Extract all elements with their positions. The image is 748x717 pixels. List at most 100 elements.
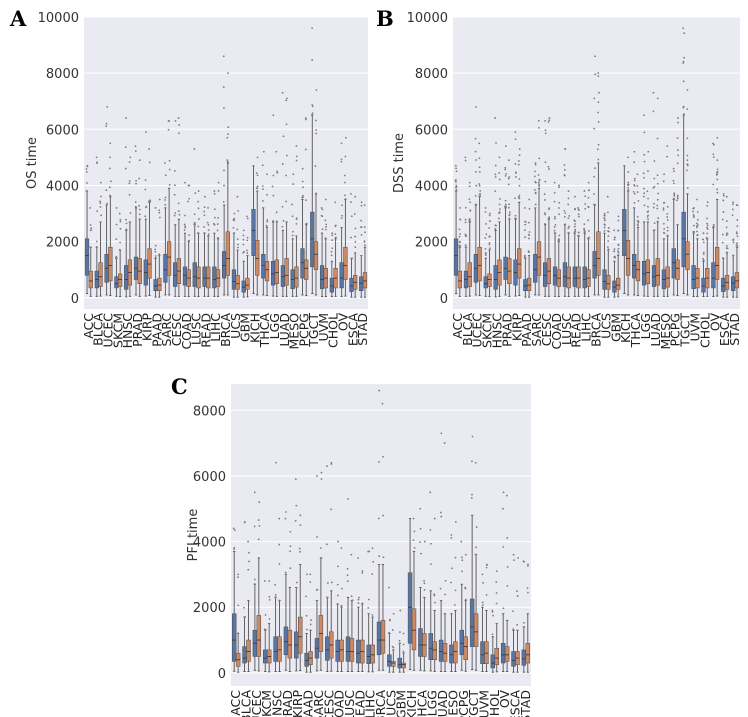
outlier-point xyxy=(584,207,587,210)
box-orange-gbm xyxy=(401,632,406,673)
outlier-point xyxy=(106,202,108,205)
outlier-point xyxy=(686,137,689,140)
outlier-point xyxy=(459,207,462,209)
y-tick-label: 4000 xyxy=(415,179,448,194)
outlier-point xyxy=(246,249,248,252)
outlier-point xyxy=(498,208,501,211)
outlier-point xyxy=(568,225,570,228)
outlier-point xyxy=(656,174,659,177)
box-blue-gbm xyxy=(241,229,246,298)
outlier-point xyxy=(443,612,446,615)
box-orange-ov xyxy=(504,494,510,673)
outlier-point xyxy=(502,491,505,494)
outlier-point xyxy=(237,604,240,607)
outlier-point xyxy=(712,142,714,145)
outlier-point xyxy=(478,157,481,160)
box-blue-kich xyxy=(407,518,413,671)
outlier-point xyxy=(173,193,176,196)
outlier-point xyxy=(337,565,339,568)
x-tick-label-lusc: LUSC xyxy=(189,313,204,345)
x-tick-label-ov: OV xyxy=(336,313,351,332)
outlier-point xyxy=(633,184,636,187)
outlier-point xyxy=(184,225,187,228)
outlier-point xyxy=(685,169,688,172)
outlier-point xyxy=(298,547,301,550)
outlier-point xyxy=(253,491,256,494)
outlier-point xyxy=(178,132,180,135)
outlier-point xyxy=(115,207,118,209)
outlier-point xyxy=(276,170,278,173)
box-body xyxy=(325,636,330,661)
outlier-point xyxy=(583,190,586,192)
outlier-point xyxy=(314,119,317,122)
outlier-point xyxy=(468,198,471,201)
outlier-point xyxy=(653,177,656,180)
x-tick-label-coad: COAD xyxy=(549,313,564,350)
outlier-point xyxy=(517,163,520,166)
box-body xyxy=(411,608,417,651)
outlier-point xyxy=(226,136,229,139)
x-tick-label-hnsc: HNSC xyxy=(120,313,135,349)
outlier-point xyxy=(392,612,395,615)
box-body xyxy=(339,639,344,662)
box-body xyxy=(418,628,423,657)
outlier-point xyxy=(617,251,620,254)
outlier-point xyxy=(573,219,576,222)
box-body xyxy=(241,280,246,293)
outlier-point xyxy=(302,186,304,189)
outlier-point xyxy=(646,211,649,213)
outlier-point xyxy=(673,182,675,185)
box-body xyxy=(616,277,621,290)
box-body xyxy=(397,657,402,669)
outlier-point xyxy=(315,132,318,135)
outlier-point xyxy=(305,595,307,598)
box-orange-kirp xyxy=(147,148,152,296)
outlier-point xyxy=(683,32,686,35)
outlier-point xyxy=(506,566,509,568)
outlier-point xyxy=(99,202,102,204)
outlier-point xyxy=(494,190,497,193)
outlier-point xyxy=(177,202,180,205)
box-body xyxy=(715,246,720,280)
outlier-point xyxy=(471,493,473,496)
box-orange-thca xyxy=(422,540,427,672)
box-blue-paad xyxy=(153,207,158,298)
outlier-point xyxy=(464,233,467,236)
outlier-point xyxy=(177,210,180,212)
x-tick-label-meso: MESO xyxy=(445,690,460,717)
outlier-point xyxy=(464,246,467,248)
outlier-point xyxy=(488,214,491,217)
outlier-point xyxy=(444,593,446,596)
outlier-point xyxy=(712,183,715,186)
outlier-point xyxy=(553,226,556,228)
box-body xyxy=(469,598,475,647)
box-body xyxy=(124,265,129,290)
outlier-point xyxy=(257,538,260,541)
y-tick-label: 4000 xyxy=(193,536,226,551)
box-body xyxy=(376,621,382,656)
outlier-point xyxy=(194,221,196,224)
outlier-point xyxy=(419,541,421,544)
outlier-point xyxy=(583,223,586,226)
outlier-point xyxy=(109,142,112,145)
box-body xyxy=(641,261,647,286)
outlier-point xyxy=(642,114,645,117)
box-blue-coad xyxy=(335,540,340,673)
outlier-point xyxy=(381,402,384,405)
outlier-point xyxy=(474,137,477,140)
outlier-point xyxy=(207,229,210,232)
outlier-point xyxy=(343,174,346,177)
outlier-point xyxy=(537,181,540,184)
outlier-point xyxy=(237,209,240,212)
outlier-point xyxy=(676,162,679,165)
outlier-point xyxy=(489,212,491,215)
x-tick-label-esca: ESCA xyxy=(345,313,360,347)
outlier-point xyxy=(632,206,635,209)
box-body xyxy=(632,254,637,279)
outlier-point xyxy=(558,207,560,209)
outlier-point xyxy=(217,216,220,219)
outlier-point xyxy=(341,204,343,207)
outlier-point xyxy=(188,197,191,200)
outlier-point xyxy=(488,242,491,244)
outlier-point xyxy=(514,131,517,134)
